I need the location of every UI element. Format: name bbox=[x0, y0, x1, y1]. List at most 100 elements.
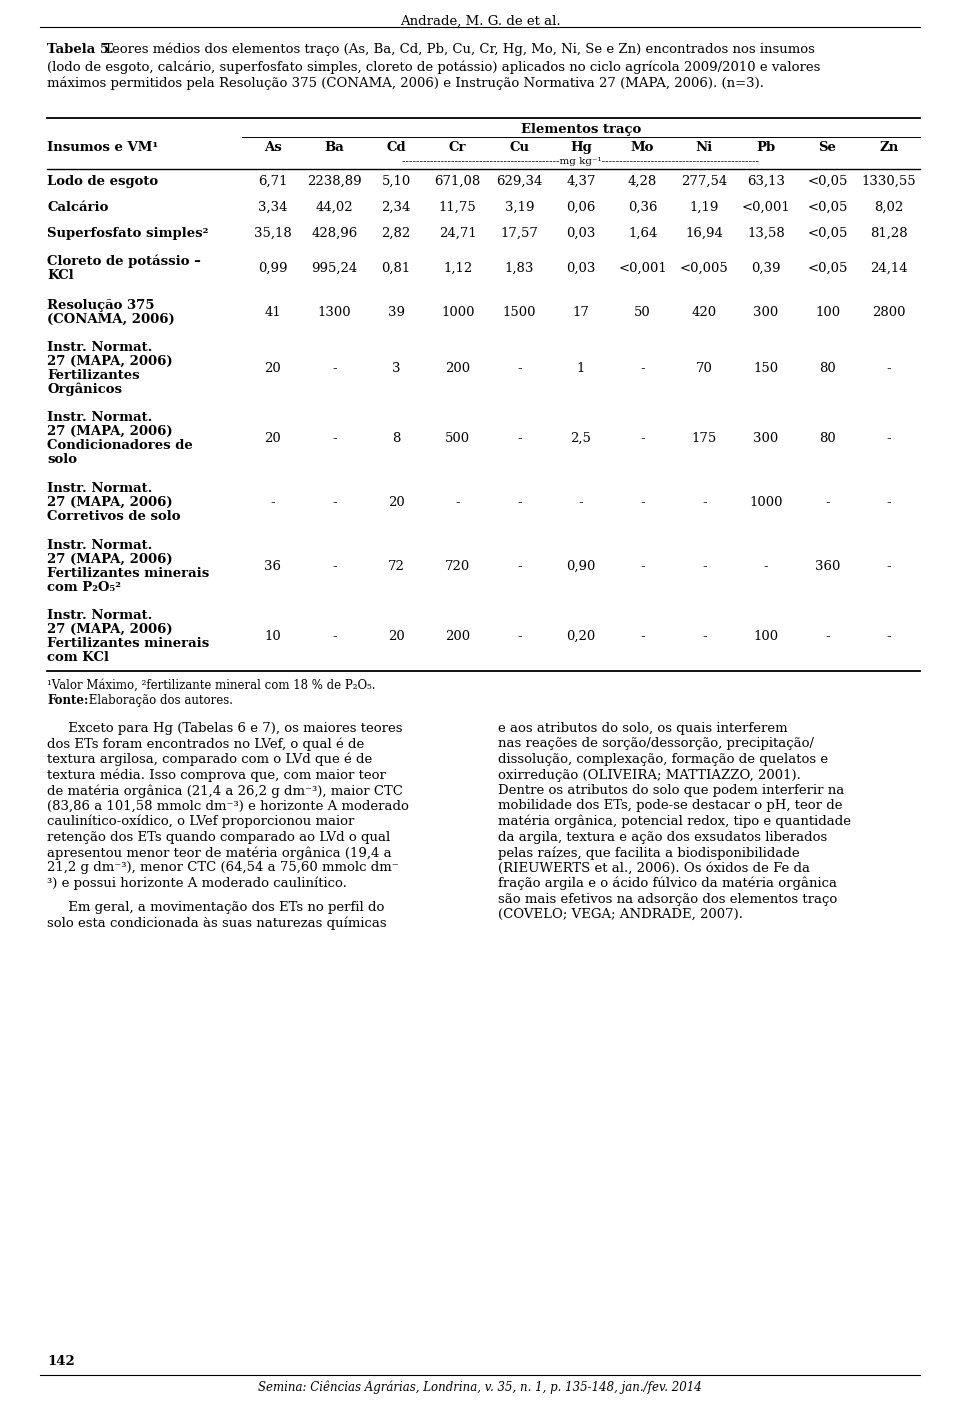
Text: 39: 39 bbox=[388, 306, 404, 320]
Text: 3: 3 bbox=[392, 362, 400, 374]
Text: Ba: Ba bbox=[324, 142, 345, 154]
Text: -: - bbox=[517, 629, 521, 644]
Text: Se: Se bbox=[819, 142, 836, 154]
Text: As: As bbox=[264, 142, 281, 154]
Text: 200: 200 bbox=[445, 362, 470, 374]
Text: 2,5: 2,5 bbox=[570, 432, 591, 444]
Text: da argila, textura e ação dos exsudatos liberados: da argila, textura e ação dos exsudatos … bbox=[498, 830, 828, 844]
Text: Ni: Ni bbox=[696, 142, 713, 154]
Text: textura argilosa, comparado com o LVd que é de: textura argilosa, comparado com o LVd qu… bbox=[47, 753, 372, 767]
Text: 720: 720 bbox=[445, 559, 470, 573]
Text: KCl: KCl bbox=[47, 269, 74, 282]
Text: textura média. Isso comprova que, com maior teor: textura média. Isso comprova que, com ma… bbox=[47, 768, 386, 782]
Text: 35,18: 35,18 bbox=[254, 227, 292, 240]
Text: 360: 360 bbox=[815, 559, 840, 573]
Text: 0,20: 0,20 bbox=[566, 629, 595, 644]
Text: Instr. Normat.: Instr. Normat. bbox=[47, 482, 153, 495]
Text: 27 (MAPA, 2006): 27 (MAPA, 2006) bbox=[47, 355, 173, 367]
Text: -: - bbox=[517, 559, 521, 573]
Text: -: - bbox=[640, 496, 645, 509]
Text: Cr: Cr bbox=[449, 142, 467, 154]
Text: 1,19: 1,19 bbox=[689, 200, 719, 215]
Text: dos ETs foram encontrados no LVef, o qual é de: dos ETs foram encontrados no LVef, o qua… bbox=[47, 737, 364, 751]
Text: 20: 20 bbox=[388, 629, 404, 644]
Text: mobilidade dos ETs, pode-se destacar o pH, teor de: mobilidade dos ETs, pode-se destacar o p… bbox=[498, 799, 843, 813]
Text: 27 (MAPA, 2006): 27 (MAPA, 2006) bbox=[47, 552, 173, 566]
Text: Condicionadores de: Condicionadores de bbox=[47, 439, 193, 451]
Text: retenção dos ETs quando comparado ao LVd o qual: retenção dos ETs quando comparado ao LVd… bbox=[47, 830, 391, 844]
Text: apresentou menor teor de matéria orgânica (19,4 a: apresentou menor teor de matéria orgânic… bbox=[47, 845, 392, 859]
Text: 27 (MAPA, 2006): 27 (MAPA, 2006) bbox=[47, 622, 173, 637]
Text: -: - bbox=[517, 362, 521, 374]
Text: 0,36: 0,36 bbox=[628, 200, 658, 215]
Text: 10: 10 bbox=[264, 629, 281, 644]
Text: 1000: 1000 bbox=[749, 496, 782, 509]
Text: ¹Valor Máximo, ²fertilizante mineral com 18 % de P₂O₅.: ¹Valor Máximo, ²fertilizante mineral com… bbox=[47, 679, 375, 693]
Text: 3,19: 3,19 bbox=[505, 200, 534, 215]
Text: Zn: Zn bbox=[879, 142, 899, 154]
Text: nas reações de sorção/dessorção, precipitação/: nas reações de sorção/dessorção, precipi… bbox=[498, 737, 814, 750]
Text: 0,99: 0,99 bbox=[258, 262, 288, 275]
Text: Em geral, a movimentação dos ETs no perfil do: Em geral, a movimentação dos ETs no perf… bbox=[47, 900, 384, 914]
Text: Fertilizantes minerais: Fertilizantes minerais bbox=[47, 637, 209, 651]
Text: 4,37: 4,37 bbox=[566, 175, 596, 188]
Text: 428,96: 428,96 bbox=[311, 227, 357, 240]
Text: máximos permitidos pela Resolução 375 (CONAMA, 2006) e Instrução Normativa 27 (M: máximos permitidos pela Resolução 375 (C… bbox=[47, 77, 764, 91]
Text: Elaboração dos autores.: Elaboração dos autores. bbox=[85, 694, 233, 707]
Text: 175: 175 bbox=[691, 432, 717, 444]
Text: pelas raízes, que facilita a biodisponibilidade: pelas raízes, que facilita a biodisponib… bbox=[498, 845, 800, 859]
Text: Fonte:: Fonte: bbox=[47, 694, 88, 707]
Text: Resolução 375: Resolução 375 bbox=[47, 299, 155, 313]
Text: 100: 100 bbox=[754, 629, 779, 644]
Text: 8: 8 bbox=[392, 432, 400, 444]
Text: 50: 50 bbox=[635, 306, 651, 320]
Text: 300: 300 bbox=[754, 432, 779, 444]
Text: 0,90: 0,90 bbox=[566, 559, 596, 573]
Text: Instr. Normat.: Instr. Normat. bbox=[47, 608, 153, 622]
Text: -: - bbox=[640, 432, 645, 444]
Text: 13,58: 13,58 bbox=[747, 227, 784, 240]
Text: Teores médios dos elementos traço (As, Ba, Cd, Pb, Cu, Cr, Hg, Mo, Ni, Se e Zn) : Teores médios dos elementos traço (As, B… bbox=[100, 43, 815, 56]
Text: (lodo de esgoto, calcário, superfosfato simples, cloreto de potássio) aplicados : (lodo de esgoto, calcário, superfosfato … bbox=[47, 60, 821, 73]
Text: Andrade, M. G. de et al.: Andrade, M. G. de et al. bbox=[399, 15, 561, 28]
Text: -: - bbox=[702, 559, 707, 573]
Text: 24,71: 24,71 bbox=[439, 227, 476, 240]
Text: com KCl: com KCl bbox=[47, 651, 109, 665]
Text: de matéria orgânica (21,4 a 26,2 g dm⁻³), maior CTC: de matéria orgânica (21,4 a 26,2 g dm⁻³)… bbox=[47, 784, 403, 798]
Text: -: - bbox=[332, 559, 337, 573]
Text: -: - bbox=[640, 629, 645, 644]
Text: Instr. Normat.: Instr. Normat. bbox=[47, 538, 153, 552]
Text: -: - bbox=[332, 629, 337, 644]
Text: -: - bbox=[332, 362, 337, 374]
Text: 0,06: 0,06 bbox=[566, 200, 596, 215]
Text: -: - bbox=[826, 629, 829, 644]
Text: 20: 20 bbox=[264, 362, 281, 374]
Text: 11,75: 11,75 bbox=[439, 200, 476, 215]
Text: 27 (MAPA, 2006): 27 (MAPA, 2006) bbox=[47, 425, 173, 437]
Text: Tabela 5.: Tabela 5. bbox=[47, 43, 114, 56]
Text: 70: 70 bbox=[696, 362, 712, 374]
Text: 1: 1 bbox=[577, 362, 586, 374]
Text: -: - bbox=[702, 629, 707, 644]
Text: 420: 420 bbox=[692, 306, 717, 320]
Text: 0,81: 0,81 bbox=[381, 262, 411, 275]
Text: 20: 20 bbox=[388, 496, 404, 509]
Text: 4,28: 4,28 bbox=[628, 175, 658, 188]
Text: Hg: Hg bbox=[570, 142, 592, 154]
Text: 44,02: 44,02 bbox=[316, 200, 353, 215]
Text: <0,001: <0,001 bbox=[741, 200, 790, 215]
Text: solo: solo bbox=[47, 453, 77, 465]
Text: Semina: Ciências Agrárias, Londrina, v. 35, n. 1, p. 135-148, jan./fev. 2014: Semina: Ciências Agrárias, Londrina, v. … bbox=[258, 1381, 702, 1395]
Text: Instr. Normat.: Instr. Normat. bbox=[47, 341, 153, 353]
Text: -: - bbox=[579, 496, 584, 509]
Text: Lodo de esgoto: Lodo de esgoto bbox=[47, 175, 158, 188]
Text: 995,24: 995,24 bbox=[311, 262, 357, 275]
Text: -: - bbox=[640, 362, 645, 374]
Text: 2800: 2800 bbox=[873, 306, 906, 320]
Text: (RIEUWERTS et al., 2006). Os óxidos de Fe da: (RIEUWERTS et al., 2006). Os óxidos de F… bbox=[498, 861, 810, 875]
Text: 1330,55: 1330,55 bbox=[862, 175, 917, 188]
Text: 2238,89: 2238,89 bbox=[307, 175, 362, 188]
Text: 1,64: 1,64 bbox=[628, 227, 658, 240]
Text: Orgânicos: Orgânicos bbox=[47, 383, 122, 397]
Text: 0,39: 0,39 bbox=[751, 262, 780, 275]
